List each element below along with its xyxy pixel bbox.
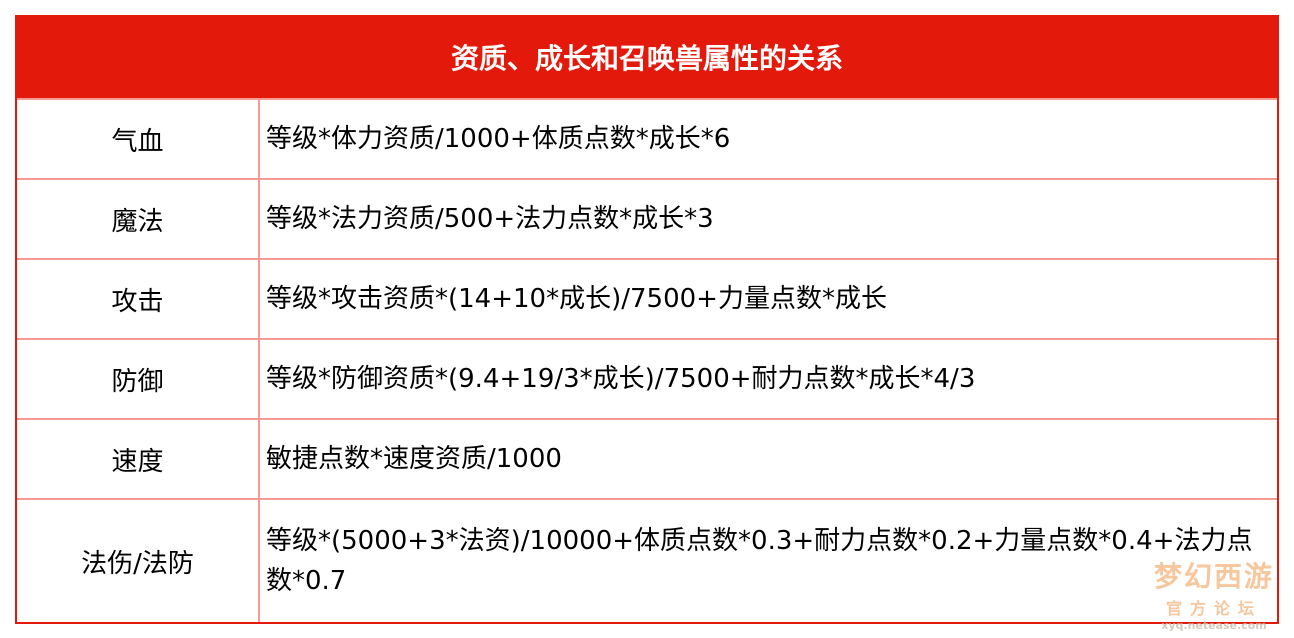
table-row: 速度 敏捷点数*速度资质/1000 <box>17 418 1277 498</box>
attribute-cell: 魔法 <box>17 180 260 258</box>
formula-cell: 等级*体力资质/1000+体质点数*成长*6 <box>266 124 731 154</box>
table-title: 资质、成长和召唤兽属性的关系 <box>17 15 1277 98</box>
watermark-site-text: xyq.netease.com <box>1161 619 1267 632</box>
attribute-cell: 攻击 <box>17 260 260 338</box>
attribute-cell: 速度 <box>17 420 260 498</box>
table-row: 防御 等级*防御资质*(9.4+19/3*成长)/7500+耐力点数*成长*4/… <box>17 338 1277 418</box>
attribute-cell: 气血 <box>17 100 260 178</box>
table-row: 气血 等级*体力资质/1000+体质点数*成长*6 <box>17 98 1277 178</box>
table-row: 法伤/法防 等级*(5000+3*法资)/10000+体质点数*0.3+耐力点数… <box>17 498 1277 622</box>
table-row: 魔法 等级*法力资质/500+法力点数*成长*3 <box>17 178 1277 258</box>
formula-cell: 等级*防御资质*(9.4+19/3*成长)/7500+耐力点数*成长*4/3 <box>266 364 976 394</box>
watermark-logo: 梦幻西游 官方论坛 xyq.netease.com <box>1154 555 1274 632</box>
formula-cell: 敏捷点数*速度资质/1000 <box>266 444 562 474</box>
watermark-logo-text: 梦幻西游 <box>1153 560 1274 593</box>
formula-cell: 等级*法力资质/500+法力点数*成长*3 <box>266 204 714 234</box>
formula-cell: 等级*攻击资质*(14+10*成长)/7500+力量点数*成长 <box>266 284 887 314</box>
table-row: 攻击 等级*攻击资质*(14+10*成长)/7500+力量点数*成长 <box>17 258 1277 338</box>
attribute-cell: 防御 <box>17 340 260 418</box>
attribute-cell: 法伤/法防 <box>17 500 260 622</box>
formula-cell: 等级*(5000+3*法资)/10000+体质点数*0.3+耐力点数*0.2+力… <box>266 526 1253 596</box>
watermark-sub-text: 官方论坛 <box>1165 599 1262 618</box>
formula-table: 资质、成长和召唤兽属性的关系 气血 等级*体力资质/1000+体质点数*成长*6… <box>15 15 1279 624</box>
